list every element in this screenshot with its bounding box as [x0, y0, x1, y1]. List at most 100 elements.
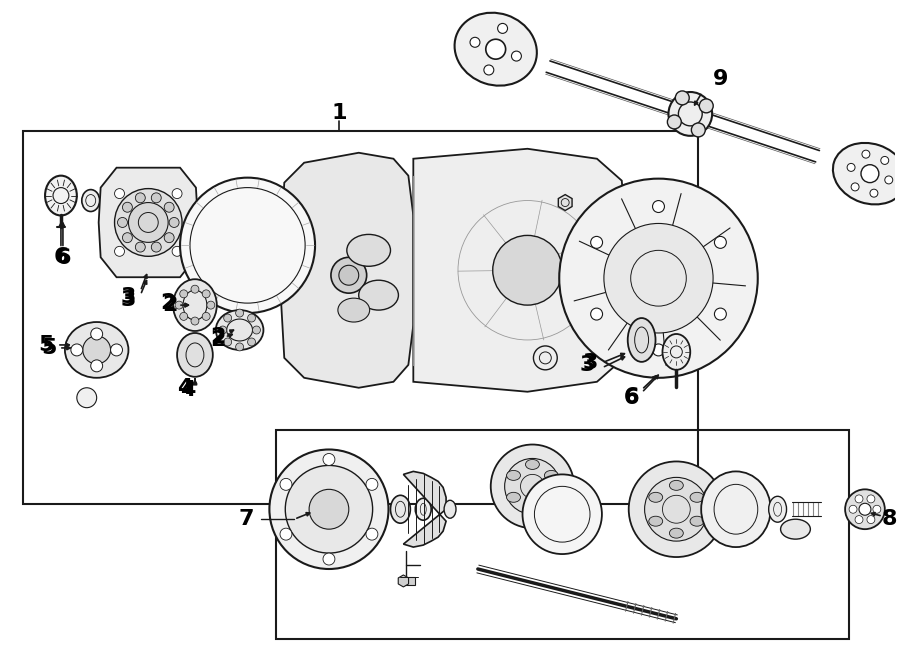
Circle shape: [870, 189, 878, 197]
Circle shape: [71, 344, 83, 356]
Circle shape: [590, 236, 603, 248]
Circle shape: [236, 309, 244, 317]
Ellipse shape: [339, 265, 359, 285]
Circle shape: [309, 489, 349, 529]
Text: 5: 5: [41, 338, 57, 358]
Text: 6: 6: [55, 248, 71, 268]
Circle shape: [129, 203, 168, 242]
Ellipse shape: [45, 175, 76, 216]
Text: 3: 3: [580, 355, 595, 375]
Circle shape: [172, 189, 182, 199]
Circle shape: [224, 314, 231, 322]
Text: 4: 4: [177, 378, 193, 398]
Ellipse shape: [359, 280, 399, 310]
Ellipse shape: [526, 459, 539, 469]
Circle shape: [236, 343, 244, 351]
Ellipse shape: [690, 516, 704, 526]
Circle shape: [491, 444, 574, 528]
Ellipse shape: [82, 189, 100, 211]
Circle shape: [323, 453, 335, 465]
Circle shape: [118, 218, 128, 228]
Circle shape: [505, 459, 560, 514]
Ellipse shape: [454, 13, 536, 85]
Ellipse shape: [780, 519, 810, 539]
Circle shape: [151, 193, 161, 203]
Circle shape: [164, 233, 174, 243]
Ellipse shape: [670, 481, 683, 491]
Circle shape: [492, 236, 562, 305]
Circle shape: [486, 39, 506, 59]
Circle shape: [675, 91, 689, 105]
Circle shape: [669, 92, 712, 136]
Circle shape: [180, 290, 188, 298]
Circle shape: [652, 344, 664, 356]
Circle shape: [862, 150, 870, 158]
Text: 8: 8: [882, 509, 897, 529]
Polygon shape: [398, 575, 409, 587]
Circle shape: [873, 505, 881, 513]
Circle shape: [280, 479, 292, 491]
Circle shape: [253, 326, 260, 334]
Ellipse shape: [544, 471, 558, 481]
Ellipse shape: [346, 234, 391, 266]
Circle shape: [849, 505, 857, 513]
Circle shape: [135, 193, 145, 203]
Circle shape: [859, 503, 871, 515]
Circle shape: [91, 328, 103, 340]
Circle shape: [691, 123, 706, 137]
Text: 1: 1: [331, 103, 346, 123]
Circle shape: [881, 156, 888, 164]
Circle shape: [202, 312, 210, 320]
Circle shape: [629, 461, 724, 557]
Circle shape: [114, 189, 182, 256]
Circle shape: [248, 314, 256, 322]
Text: 7: 7: [238, 509, 255, 529]
Circle shape: [366, 528, 378, 540]
Bar: [403, 577, 415, 585]
Circle shape: [511, 51, 521, 61]
Text: 3: 3: [582, 353, 598, 373]
Ellipse shape: [627, 318, 655, 362]
Circle shape: [248, 338, 256, 346]
Circle shape: [111, 344, 122, 356]
Text: 6: 6: [53, 248, 68, 267]
Ellipse shape: [662, 334, 690, 370]
Ellipse shape: [832, 143, 900, 205]
Circle shape: [191, 285, 199, 293]
Circle shape: [202, 290, 210, 298]
Circle shape: [590, 308, 603, 320]
Circle shape: [191, 317, 199, 325]
Circle shape: [323, 553, 335, 565]
Circle shape: [172, 246, 182, 256]
Ellipse shape: [544, 493, 558, 502]
Text: 6: 6: [624, 387, 639, 406]
Circle shape: [122, 203, 132, 213]
Ellipse shape: [690, 493, 704, 502]
Circle shape: [604, 224, 713, 333]
Circle shape: [114, 246, 124, 256]
Circle shape: [219, 326, 227, 334]
Ellipse shape: [769, 496, 787, 522]
Circle shape: [699, 99, 713, 113]
Text: 9: 9: [713, 69, 728, 89]
Polygon shape: [413, 149, 625, 392]
Circle shape: [285, 465, 373, 553]
Text: 4: 4: [180, 380, 195, 400]
Text: 2: 2: [210, 327, 226, 347]
Circle shape: [855, 495, 863, 503]
Ellipse shape: [670, 528, 683, 538]
Circle shape: [76, 388, 96, 408]
Circle shape: [83, 336, 111, 364]
Circle shape: [851, 183, 860, 191]
Circle shape: [169, 218, 179, 228]
Ellipse shape: [331, 258, 366, 293]
Circle shape: [135, 242, 145, 252]
Ellipse shape: [391, 495, 410, 523]
Circle shape: [668, 115, 681, 129]
Circle shape: [644, 477, 708, 541]
Circle shape: [498, 23, 508, 33]
Circle shape: [180, 177, 315, 313]
Text: 5: 5: [39, 335, 54, 355]
Bar: [276, 430, 849, 639]
Text: 6: 6: [624, 388, 639, 408]
